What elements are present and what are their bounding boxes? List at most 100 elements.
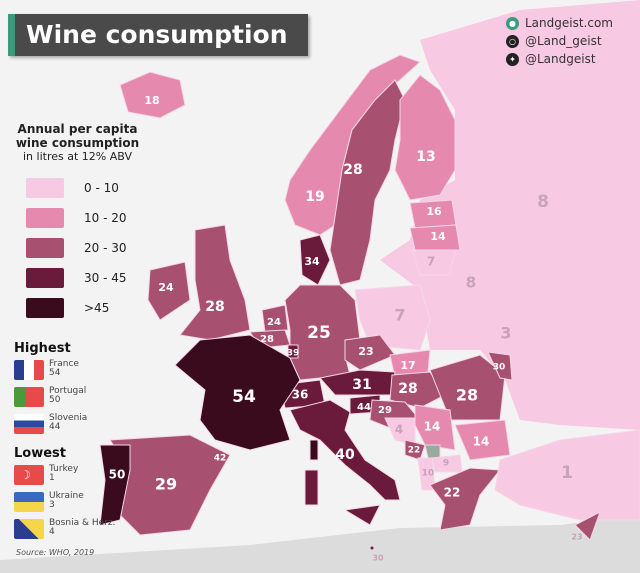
country-hungary [389, 371, 446, 409]
label-spain: 29 [155, 475, 177, 494]
globe-icon: ● [506, 16, 519, 30]
country-value: 54 [49, 368, 61, 378]
instagram-text: @Land_geist [525, 34, 602, 48]
region-east-background [380, 0, 640, 430]
lowest-title: Lowest [14, 446, 66, 461]
country-latvia [409, 224, 461, 251]
country-denmark [299, 234, 331, 286]
country-value: 50 [49, 395, 61, 405]
legend-bin: >45 [10, 293, 145, 323]
legend-bin-label: 10 - 20 [84, 211, 127, 225]
label-bulgaria: 14 [473, 435, 490, 449]
label-slovakia: 17 [400, 359, 415, 372]
page-title: Wine consumption [8, 14, 308, 56]
label-ukraine: 3 [500, 324, 511, 343]
label-romania: 28 [456, 386, 478, 405]
label-estonia: 16 [426, 205, 442, 218]
label-turkey: 1 [561, 463, 573, 483]
lowest-item: Ukraine 3 [14, 492, 115, 519]
slovenia-flag-icon [14, 414, 44, 434]
country-iceland [119, 71, 186, 119]
label-belarus: 8 [466, 274, 476, 292]
country-turkey [494, 429, 640, 521]
country-name: Ukraine [49, 491, 84, 501]
country-name: France [49, 359, 79, 369]
label-portugal: 50 [109, 468, 126, 482]
country-sweden [329, 79, 406, 286]
label-czechia: 23 [358, 345, 373, 358]
label-serbia: 14 [424, 420, 441, 434]
label-montenegro: 22 [408, 446, 421, 456]
label-france: 54 [232, 387, 256, 407]
legend-bin-label: 30 - 45 [84, 271, 127, 285]
country-name: Slovenia [49, 413, 88, 423]
label-luxembourg: 39 [287, 349, 300, 359]
country-moldova [487, 351, 513, 381]
country-value: 44 [49, 422, 61, 432]
country-ireland [147, 261, 191, 321]
label-switzerland: 36 [292, 388, 309, 402]
turkey-flag-icon: ☽ [14, 465, 44, 485]
island-sardinia [304, 469, 319, 506]
label-lithuania: 7 [427, 255, 435, 269]
legend-swatch [26, 268, 64, 288]
label-slovenia: 44 [357, 402, 371, 413]
country-value: 4 [49, 527, 55, 537]
label-latvia: 14 [430, 230, 446, 243]
label-finland: 13 [416, 149, 435, 165]
label-albania: 10 [422, 469, 435, 479]
label-italy: 40 [335, 447, 355, 463]
country-name: Turkey [49, 464, 79, 474]
country-portugal [99, 444, 131, 526]
legend: Annual per capita wine consumption in li… [10, 122, 145, 323]
highest-item: Portugal 50 [14, 387, 87, 414]
legend-swatch [26, 298, 64, 318]
twitter-text: @Landgeist [525, 52, 596, 66]
country-lithuania [411, 249, 456, 276]
label-andorra: 42 [214, 454, 227, 464]
france-flag-icon [14, 360, 44, 380]
source-note: Source: WHO, 2019 [16, 548, 95, 557]
label-cyprus: 23 [571, 533, 582, 542]
lowest-item: ☽ Turkey 1 [14, 465, 115, 492]
country-bulgaria [454, 419, 511, 461]
social-website[interactable]: ● Landgeist.com [506, 14, 613, 32]
legend-subtitle: in litres at 12% ABV [23, 150, 132, 163]
highest-panel: Highest France 54 Portugal 50 Slovenia 44 [14, 341, 87, 441]
country-poland [354, 284, 431, 351]
country-italy [289, 399, 401, 501]
country-name: Portugal [49, 386, 87, 396]
twitter-icon: ✦ [506, 52, 519, 66]
country-cyprus [574, 510, 601, 541]
lowest-panel: Lowest ☽ Turkey 1 Ukraine 3 Bosnia & Herz.… [14, 446, 115, 546]
instagram-icon: ○ [506, 34, 519, 48]
label-croatia: 29 [378, 405, 392, 416]
legend-bin-label: 0 - 10 [84, 181, 119, 195]
legend-bin-label: 20 - 30 [84, 241, 127, 255]
label-netherlands: 24 [267, 317, 281, 328]
highest-title: Highest [14, 341, 71, 356]
label-hungary: 28 [398, 381, 417, 397]
country-netherlands [261, 304, 289, 333]
label-sweden: 28 [343, 162, 362, 178]
label-belgium: 28 [260, 334, 274, 345]
legend-swatch [26, 178, 64, 198]
country-name: Bosnia & Herz. [49, 518, 116, 528]
social-twitter[interactable]: ✦ @Landgeist [506, 50, 613, 68]
highest-item: Slovenia 44 [14, 414, 87, 441]
country-luxembourg [287, 344, 299, 359]
social-links: ● Landgeist.com ○ @Land_geist ✦ @Landgeist [506, 14, 613, 68]
social-instagram[interactable]: ○ @Land_geist [506, 32, 613, 50]
legend-bin: 20 - 30 [10, 233, 145, 263]
highest-item: France 54 [14, 360, 87, 387]
website-text: Landgeist.com [525, 16, 613, 30]
label-north-macedonia: 9 [443, 459, 449, 469]
legend-bin: 10 - 20 [10, 203, 145, 233]
label-norway: 19 [305, 189, 324, 205]
label-russia: 8 [537, 192, 549, 212]
island-corsica [309, 439, 319, 461]
label-denmark: 34 [304, 255, 320, 268]
label-uk: 28 [205, 299, 224, 315]
legend-swatch [26, 238, 64, 258]
country-france [174, 334, 301, 451]
